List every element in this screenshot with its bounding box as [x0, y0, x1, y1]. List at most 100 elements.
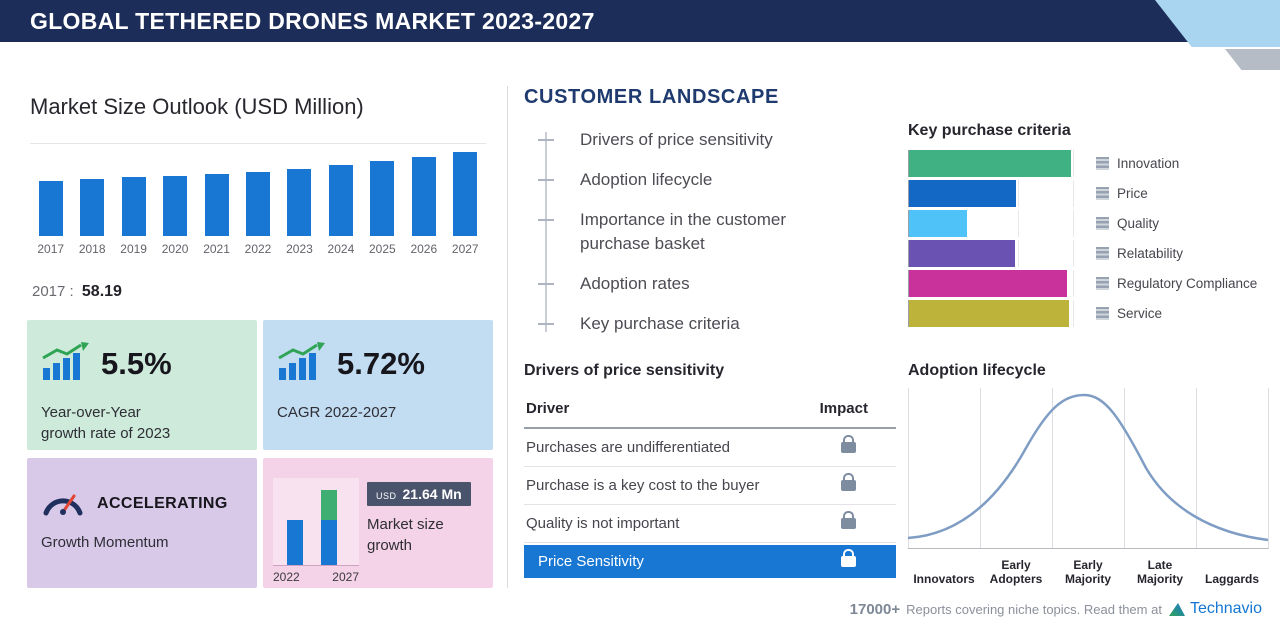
momentum-value: ACCELERATING	[97, 494, 228, 512]
market-bar-column: 2023	[279, 169, 320, 256]
adoption-stage-label: Laggards	[1204, 572, 1259, 586]
footer: 17000+ Reports covering niche topics. Re…	[850, 600, 1262, 618]
kpc-legend-item: Regulatory Compliance	[1096, 276, 1257, 291]
base-year-separator: :	[69, 283, 74, 300]
market-bar-year-label: 2020	[161, 242, 189, 256]
kpc-legend-item: Relatability	[1096, 246, 1183, 261]
corner-stripe-gray	[1225, 49, 1280, 70]
kpc-bar	[909, 269, 1067, 297]
market-bar	[121, 177, 146, 236]
landscape-item-drivers: Drivers of price sensitivity	[524, 120, 854, 160]
market-bar-column: 2024	[320, 165, 361, 256]
kpc-legend-item: Service	[1096, 306, 1162, 321]
legend-grid-icon	[1096, 186, 1109, 200]
kpc-bar-track	[908, 209, 1074, 237]
adoption-lifecycle-labels: Innovators Early Adopters Early Majority La…	[908, 552, 1268, 586]
kpc-bar	[909, 299, 1069, 327]
legend-grid-icon	[1096, 276, 1109, 290]
kpc-row: Quality	[908, 208, 1268, 238]
header-bar: GLOBAL TETHERED DRONES MARKET 2023-2027	[0, 0, 1280, 42]
market-bar-year-label: 2021	[203, 242, 230, 256]
yoy-label: Year-over-Year growth rate of 2023	[41, 404, 171, 442]
market-bar	[245, 172, 270, 236]
legend-grid-icon	[1096, 216, 1109, 230]
technavio-wordmark: Technavio	[1189, 600, 1262, 617]
market-size-bar-chart: 2017 2018 2019 2020 2021 2022 2023 2024 2025 2026…	[30, 143, 486, 256]
drivers-table-header: Driver Impact	[524, 394, 896, 429]
kpc-legend-label: Regulatory Compliance	[1117, 275, 1258, 291]
technavio-logo[interactable]: Technavio	[1168, 600, 1262, 618]
growth-mini-chart	[273, 478, 359, 566]
landscape-item-adoption-lifecycle: Adoption lifecycle	[524, 160, 854, 200]
growth-bars-icon	[277, 342, 325, 385]
kpc-legend-label: Innovation	[1117, 155, 1180, 171]
adoption-stage-label: Late Majority	[1136, 558, 1183, 586]
adoption-lifecycle-chart	[907, 388, 1269, 549]
yoy-growth-card: 5.5% Year-over-Year growth rate of 2023	[27, 320, 257, 450]
adoption-lifecycle-title: Adoption lifecycle	[908, 362, 1046, 379]
adoption-stage-label: Innovators	[913, 572, 975, 586]
bell-curve	[907, 393, 1269, 542]
lock-icon	[841, 549, 856, 567]
market-bar-year-label: 2023	[286, 242, 313, 256]
market-bar-column: 2018	[71, 179, 112, 256]
lock-icon	[841, 511, 856, 529]
market-bar-year-label: 2017	[37, 242, 65, 256]
market-bar-column: 2027	[445, 152, 486, 256]
landscape-item-purchase-basket: Importance in the customer purchase bask…	[524, 200, 854, 264]
driver-row: Quality is not important	[524, 505, 896, 543]
market-bar	[411, 157, 436, 236]
kpc-bar	[909, 149, 1071, 177]
market-bar-year-label: 2025	[369, 242, 396, 256]
base-year-value: 58.19	[81, 283, 122, 300]
kpc-legend-label: Relatability	[1117, 245, 1184, 261]
market-bar-column: 2019	[113, 177, 154, 256]
kpc-bar	[909, 239, 1015, 267]
speedometer-icon	[41, 486, 85, 521]
kpc-row: Regulatory Compliance	[908, 268, 1268, 298]
report-count: 17000+	[849, 600, 901, 618]
cagr-card: 5.72% CAGR 2022-2027	[263, 320, 493, 450]
adoption-stage-label: Early Majority	[1064, 558, 1111, 586]
market-bar-year-label: 2019	[120, 242, 147, 256]
kpc-row: Innovation	[908, 148, 1268, 178]
driver-text: Purchase is a key cost to the buyer	[526, 477, 760, 494]
kpc-row: Service	[908, 298, 1268, 328]
legend-grid-icon	[1096, 156, 1109, 170]
key-purchase-criteria-title: Key purchase criteria	[908, 122, 1071, 139]
growth-bars-icon	[41, 342, 89, 385]
lock-icon	[841, 473, 856, 491]
column-impact: Impact	[819, 400, 868, 417]
column-driver: Driver	[526, 400, 570, 417]
price-sensitivity-highlight: Price Sensitivity	[524, 545, 896, 578]
market-bar	[287, 169, 312, 236]
growth-amount-badge: USD 21.64 Mn	[367, 482, 471, 506]
landscape-item-adoption-rates: Adoption rates	[524, 264, 854, 304]
adoption-stage-label: Early Adopters	[989, 558, 1043, 586]
market-bar-column: 2021	[196, 174, 237, 256]
market-bar	[163, 176, 188, 236]
market-bar	[80, 179, 105, 236]
key-purchase-criteria-chart: Innovation Price Quality Relatability Regula…	[908, 148, 1268, 328]
market-bar-year-label: 2024	[327, 242, 355, 256]
footer-text: Reports covering niche topics. Read them…	[906, 601, 1162, 617]
kpc-row: Price	[908, 178, 1268, 208]
market-bar	[453, 152, 478, 236]
customer-landscape-title: CUSTOMER LANDSCAPE	[524, 86, 779, 108]
kpc-bar-track	[908, 179, 1074, 207]
kpc-legend-item: Innovation	[1096, 156, 1179, 171]
kpc-legend-label: Price	[1117, 185, 1148, 201]
base-year-label: 2017	[32, 283, 66, 300]
cagr-label: CAGR 2022-2027	[277, 404, 397, 421]
market-bar-column: 2022	[237, 172, 278, 256]
market-bar-year-label: 2026	[410, 242, 438, 256]
kpc-legend-item: Price	[1096, 186, 1148, 201]
drivers-table-title: Drivers of price sensitivity	[524, 362, 725, 379]
kpc-legend-item: Quality	[1096, 216, 1159, 231]
market-bar-year-label: 2018	[78, 242, 106, 256]
kpc-bar-track	[908, 239, 1074, 267]
legend-grid-icon	[1096, 306, 1109, 320]
landscape-item-key-purchase-criteria: Key purchase criteria	[524, 304, 854, 344]
market-bar-year-label: 2027	[451, 242, 479, 256]
